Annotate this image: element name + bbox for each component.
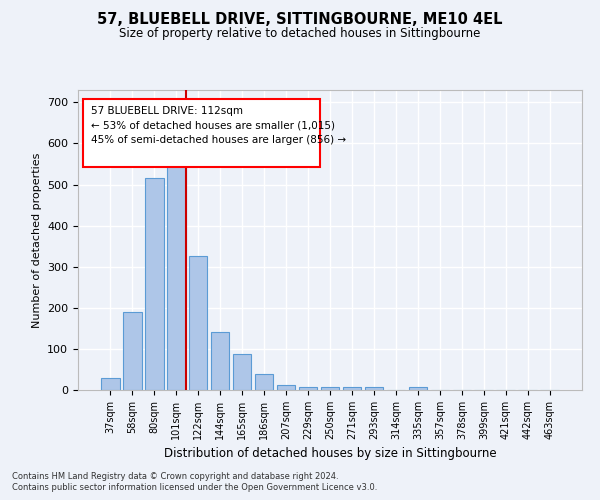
Bar — [167, 160, 185, 390]
X-axis label: Distribution of detached houses by size in Sittingbourne: Distribution of detached houses by size … — [164, 448, 496, 460]
Bar — [189, 256, 208, 390]
Text: 57, BLUEBELL DRIVE, SITTINGBOURNE, ME10 4EL: 57, BLUEBELL DRIVE, SITTINGBOURNE, ME10 … — [97, 12, 503, 28]
Bar — [409, 386, 427, 390]
Bar — [233, 354, 251, 390]
Bar — [123, 312, 142, 390]
Text: 57 BLUEBELL DRIVE: 112sqm
← 53% of detached houses are smaller (1,015)
45% of se: 57 BLUEBELL DRIVE: 112sqm ← 53% of detac… — [91, 106, 346, 146]
Text: Contains HM Land Registry data © Crown copyright and database right 2024.: Contains HM Land Registry data © Crown c… — [12, 472, 338, 481]
Bar — [145, 178, 164, 390]
Text: Contains public sector information licensed under the Open Government Licence v3: Contains public sector information licen… — [12, 483, 377, 492]
Bar — [343, 386, 361, 390]
Bar — [365, 386, 383, 390]
Bar — [101, 378, 119, 390]
FancyBboxPatch shape — [83, 99, 320, 166]
Y-axis label: Number of detached properties: Number of detached properties — [32, 152, 41, 328]
Bar — [277, 385, 295, 390]
Bar — [299, 386, 317, 390]
Text: Size of property relative to detached houses in Sittingbourne: Size of property relative to detached ho… — [119, 28, 481, 40]
Bar — [255, 374, 274, 390]
Bar — [211, 332, 229, 390]
Bar — [320, 386, 340, 390]
